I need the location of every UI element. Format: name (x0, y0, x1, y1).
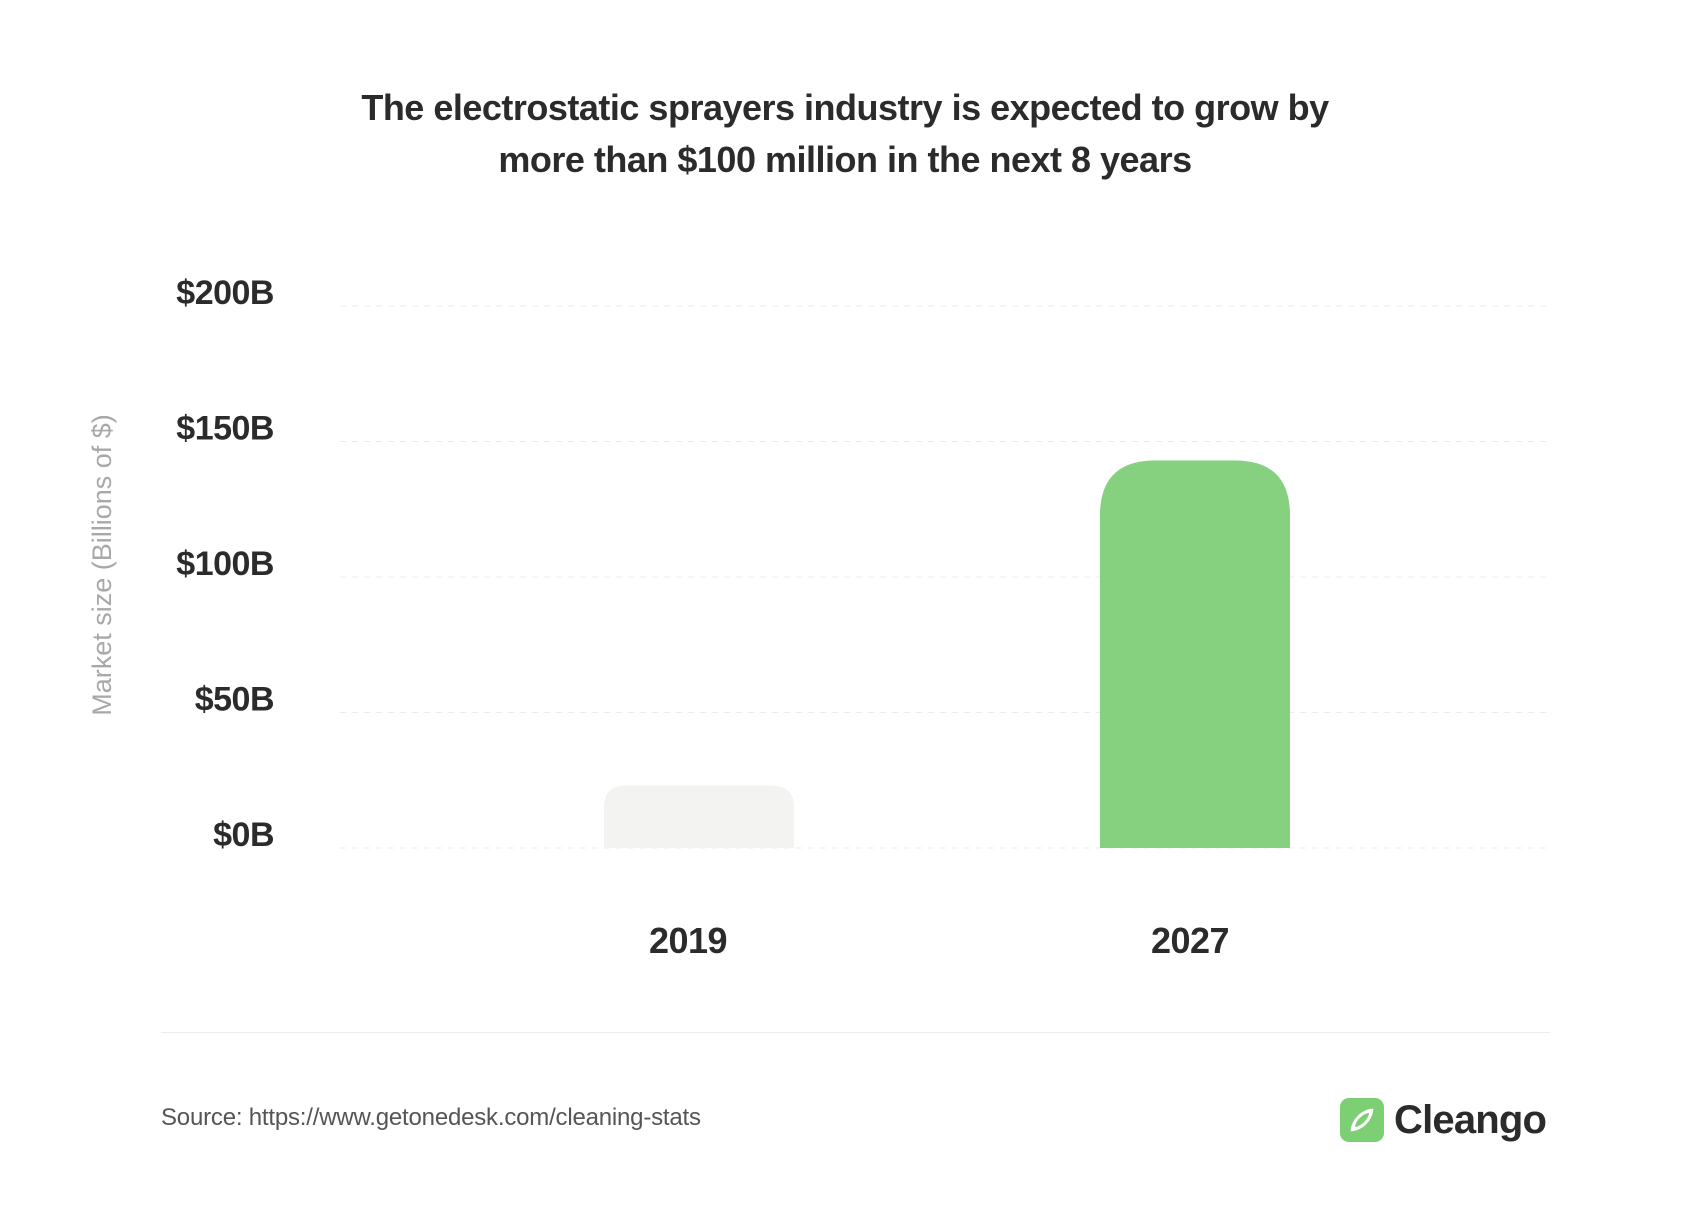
brand-name: Cleango (1394, 1097, 1547, 1142)
y-axis-ticks: $0B $50B $100B $150B $200B (176, 274, 274, 854)
brand-logo: Cleango (1340, 1095, 1547, 1145)
chart-title: The electrostatic sprayers industry is e… (245, 82, 1445, 186)
x-category-label: 2019 (649, 920, 727, 961)
y-tick-label: $0B (213, 816, 274, 854)
x-category-label: 2027 (1151, 920, 1229, 961)
y-tick-label: $200B (176, 274, 274, 312)
bars (604, 460, 1290, 848)
chart-title-line-1: The electrostatic sprayers industry is e… (361, 87, 1329, 128)
y-tick-label: $50B (195, 681, 274, 719)
gridlines (340, 305, 1550, 849)
cleango-leaf-icon (1340, 1098, 1384, 1142)
y-tick-label: $150B (176, 410, 274, 448)
bar-2019 (604, 785, 794, 848)
x-axis-labels: 2019 2027 (649, 920, 1230, 961)
y-axis-title: Market size (Billions of $) (87, 414, 117, 716)
chart-title-line-2: more than $100 million in the next 8 yea… (498, 139, 1192, 180)
y-tick-label: $100B (176, 545, 274, 583)
footer-divider (161, 1032, 1550, 1033)
source-text: Source: https://www.getonedesk.com/clean… (161, 1104, 701, 1131)
bar-2027 (1100, 460, 1290, 848)
